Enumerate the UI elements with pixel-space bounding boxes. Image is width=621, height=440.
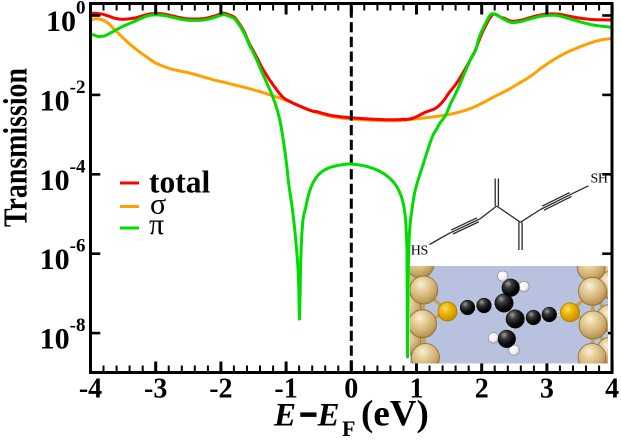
svg-text:total: total [149,165,210,200]
svg-text:10-8: 10-8 [40,315,86,356]
svg-text:HS: HS [411,244,428,259]
svg-text:-2: -2 [209,374,232,405]
svg-text:(eV): (eV) [361,394,429,435]
svg-text:Transmission: Transmission [0,68,34,227]
svg-text:3: 3 [540,374,554,405]
svg-text:10-6: 10-6 [40,236,86,277]
svg-text:10-4: 10-4 [40,156,86,197]
svg-text:1: 1 [410,374,424,405]
svg-text:0: 0 [344,374,358,405]
svg-text:σ: σ [150,188,166,221]
svg-text:4: 4 [605,374,619,405]
svg-text:F: F [342,416,355,440]
svg-text:10-2: 10-2 [40,77,86,118]
svg-text:-1: -1 [274,374,297,405]
svg-text:π: π [149,208,164,241]
svg-text:2: 2 [475,374,489,405]
svg-text:-3: -3 [144,374,167,405]
svg-text:E: E [317,397,340,433]
svg-text:-4: -4 [79,374,102,405]
svg-text:100: 100 [46,0,86,38]
svg-text:E: E [273,397,296,433]
svg-text:SH: SH [591,172,608,187]
